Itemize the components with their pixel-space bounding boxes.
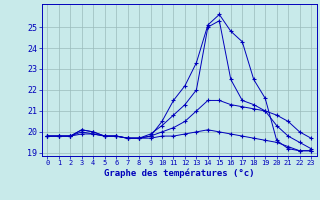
X-axis label: Graphe des températures (°c): Graphe des températures (°c) <box>104 169 254 178</box>
